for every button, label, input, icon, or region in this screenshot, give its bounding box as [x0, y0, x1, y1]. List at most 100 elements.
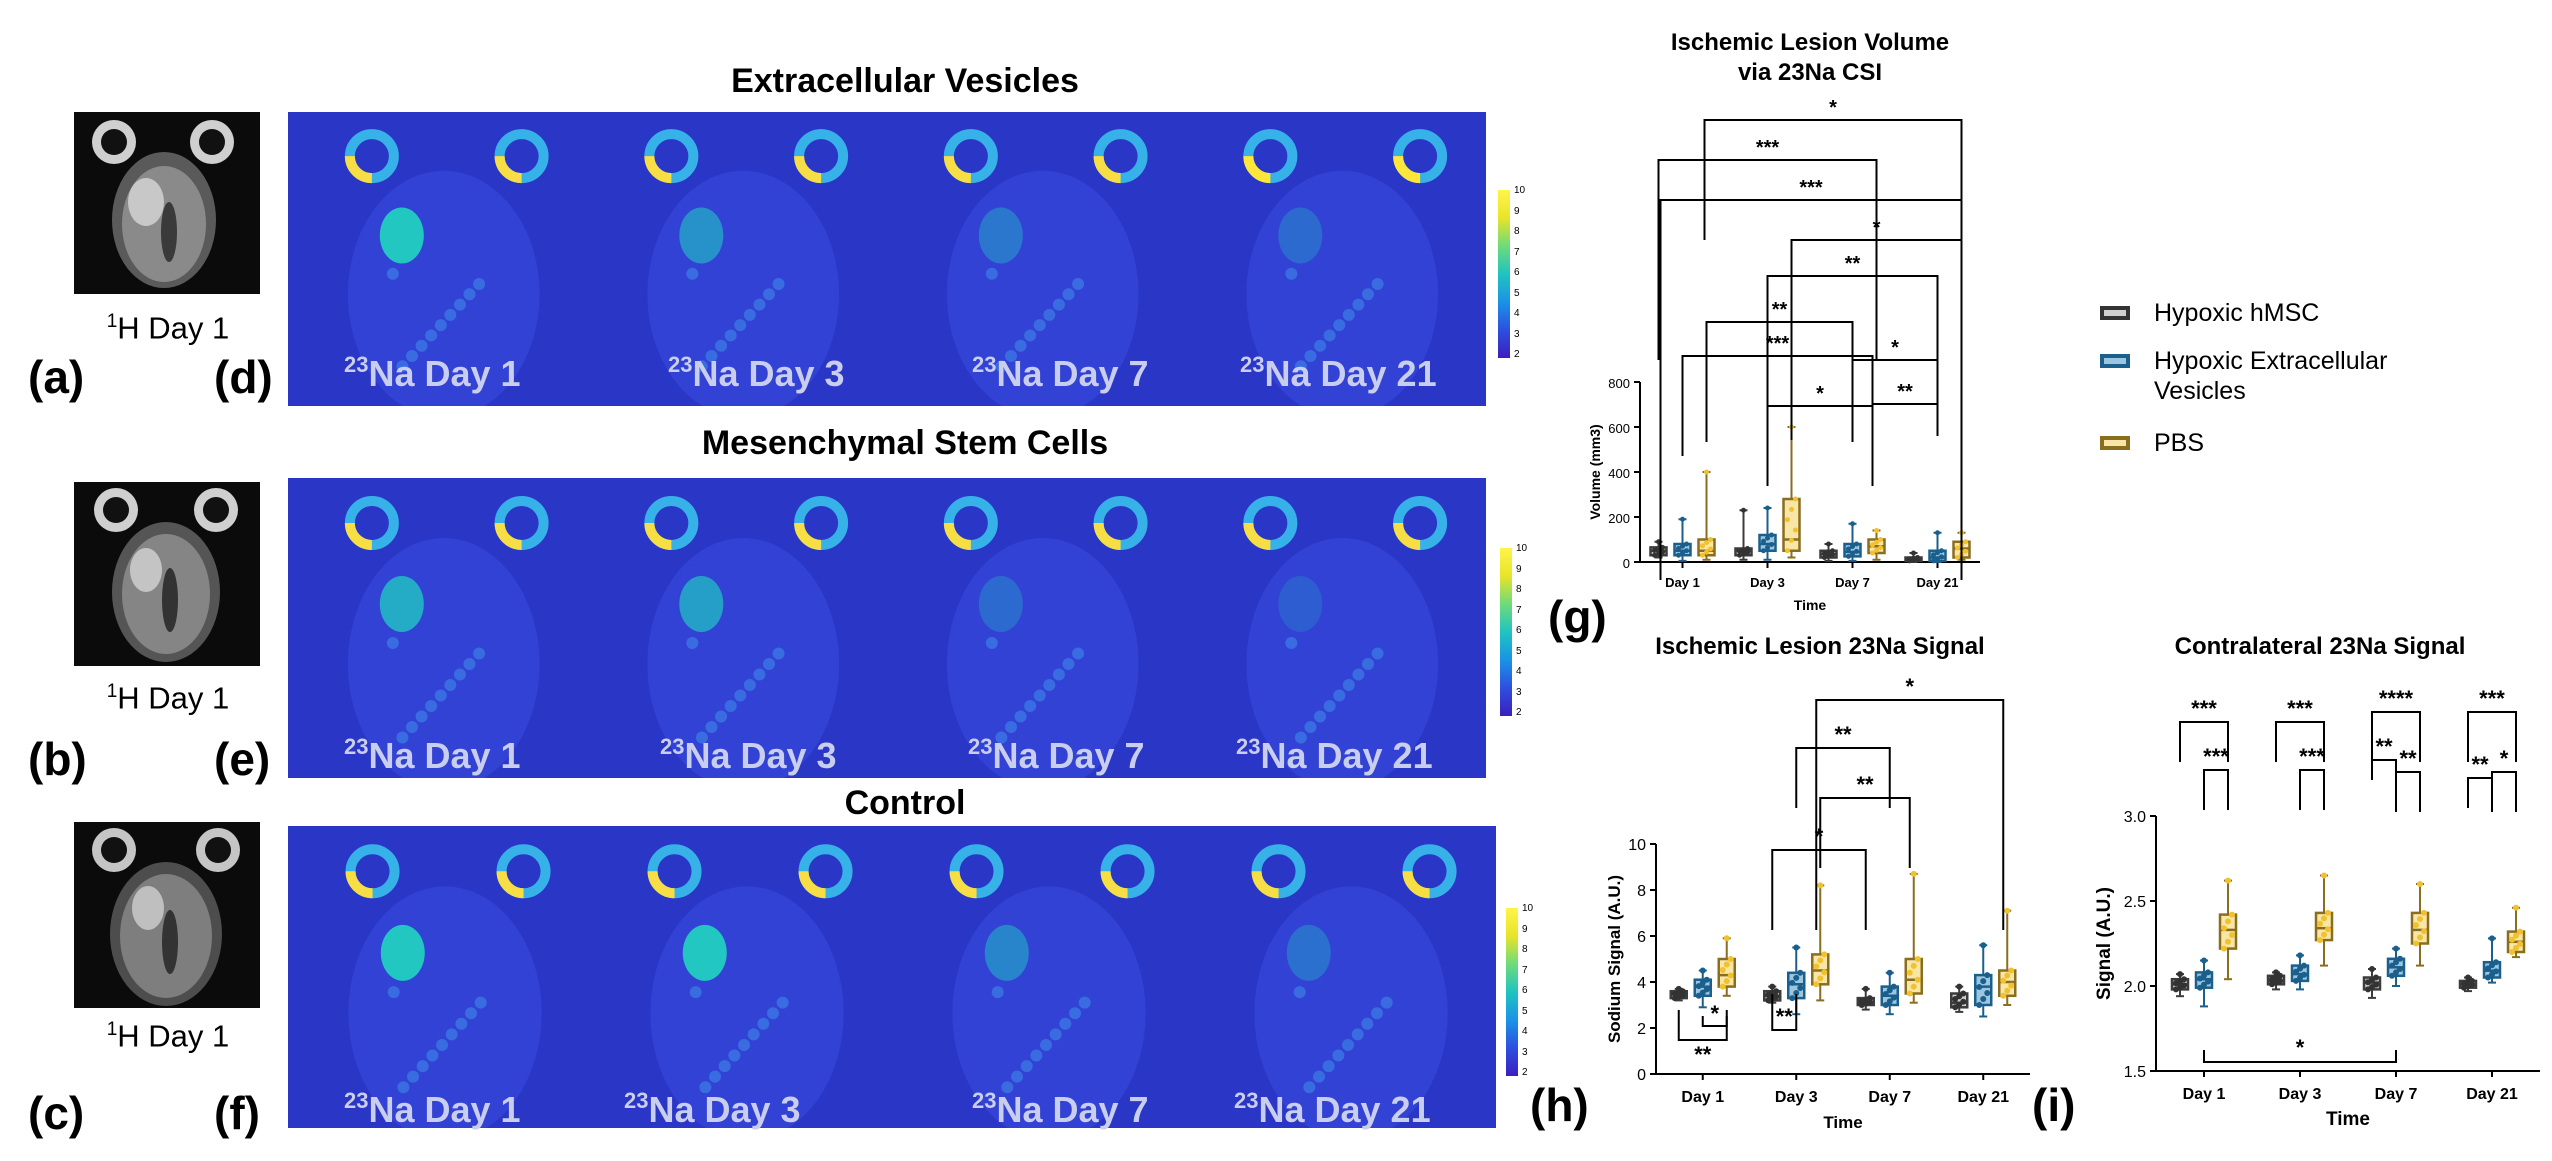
significance-label: *** — [1799, 177, 1823, 199]
significance-bracket — [1815, 699, 2005, 930]
y-tick-label: 0 — [1637, 1067, 1646, 1084]
chart-contralateral-sodium: Contralateral 23Na Signal 1.5 2.0 2.5 3.0 Day… — [2094, 633, 2540, 1130]
significance-label: * — [1905, 674, 1914, 699]
legend-swatch-hmsc — [2100, 306, 2130, 320]
x-tick-label: Day 3 — [1775, 1089, 1818, 1106]
y-tick-label: 4 — [1637, 975, 1646, 992]
colorbar-tick: 3 — [1514, 328, 1520, 340]
na-label-row2-0: 23Na Day 1 — [344, 1088, 521, 1130]
panel-letter-e: (e) — [214, 733, 271, 785]
colorbar-tick: 10 — [1514, 185, 1526, 196]
box-1 — [2290, 952, 2310, 991]
box-0 — [1669, 985, 1688, 1002]
panel-letter-a: (a) — [28, 351, 85, 403]
h1-caption-a: 1H Day 1 — [106, 310, 230, 346]
significance-label: ** — [1772, 299, 1788, 321]
box-1 — [1928, 530, 1947, 564]
significance-label: *** — [2191, 696, 2217, 721]
y-tick-label: 2.0 — [2124, 979, 2146, 996]
na-label-row0-3: 23Na Day 21 — [1240, 352, 1437, 394]
box-0 — [2266, 969, 2286, 991]
box-1 — [1693, 967, 1712, 1009]
significance-bracket — [2467, 711, 2517, 762]
h1-caption-b: 1H Day 1 — [106, 680, 230, 716]
colorbar-tick: 5 — [1514, 287, 1520, 299]
box-2 — [1782, 424, 1801, 559]
y-axis-label: Volume (mm3) — [1587, 424, 1603, 519]
significance-bracket — [2371, 759, 2397, 780]
panel-letter-b: (b) — [28, 733, 87, 785]
significance-bracket — [2371, 711, 2421, 762]
box-2 — [2218, 877, 2238, 981]
panel-letter-h: (h) — [1530, 1079, 1589, 1131]
box-2 — [2506, 904, 2526, 959]
panel-letter-d: (d) — [214, 351, 273, 403]
na-label-row1-3: 23Na Day 21 — [1236, 734, 1433, 776]
colorbar-tick: 4 — [1514, 308, 1520, 319]
y-tick-label: 2.5 — [2124, 894, 2146, 911]
significance-bracket — [1819, 797, 1911, 868]
colorbar-tick: 10 — [1522, 903, 1534, 914]
significance-bracket — [2299, 769, 2325, 810]
y-tick-label: 3.0 — [2124, 809, 2146, 826]
h1-mri-image-c — [74, 822, 260, 1008]
significance-bracket — [2491, 771, 2517, 812]
significance-label: **** — [2379, 686, 2414, 711]
significance-label: * — [1710, 1001, 1719, 1026]
box-0 — [1819, 541, 1838, 562]
row-title-control: Control — [844, 784, 966, 822]
significance-label: ** — [1776, 1004, 1794, 1029]
box-1 — [1843, 521, 1862, 562]
legend-label-pbs: PBS — [2154, 429, 2205, 457]
significance-label: * — [2296, 1035, 2305, 1060]
significance-bracket — [1851, 359, 1939, 420]
significance-bracket — [2179, 721, 2229, 762]
significance-label: *** — [2479, 686, 2505, 711]
chart-title: Ischemic Lesion 23Na Signal — [1655, 633, 1984, 660]
y-tick-label: 600 — [1608, 421, 1630, 436]
x-tick-label: Day 1 — [1681, 1089, 1724, 1106]
row-title-msc: Mesenchymal Stem Cells — [701, 424, 1109, 462]
legend-label-ev: Hypoxic Extracellular Vesicles — [2154, 347, 2388, 405]
colorbar-control — [1506, 908, 1518, 1076]
x-tick-label: Day 21 — [1917, 575, 1959, 590]
chart-lesion-volume: Ischemic Lesion Volume via 23Na CSI 0 200 40… — [1587, 29, 1980, 613]
box-0 — [2170, 971, 2190, 998]
box-1 — [1758, 505, 1777, 561]
box-0 — [1856, 985, 1875, 1011]
row-title-ev: Extracellular Vesicles — [731, 62, 1079, 100]
na-label-row1-2: 23Na Day 7 — [968, 734, 1145, 776]
box-2 — [1811, 882, 1830, 1002]
colorbar-tick: 5 — [1522, 1005, 1528, 1017]
significance-label: * — [1873, 217, 1881, 239]
y-tick-label: 10 — [1628, 837, 1646, 854]
x-tick-label: Day 3 — [1750, 575, 1785, 590]
na-label-row0-2: 23Na Day 7 — [972, 352, 1149, 394]
significance-bracket — [2467, 777, 2493, 808]
legend-label-hmsc: Hypoxic hMSC — [2154, 299, 2320, 327]
significance-label: * — [1829, 97, 1837, 119]
legend-swatch-pbs — [2100, 436, 2130, 450]
x-tick-label: Day 21 — [2466, 1086, 2518, 1103]
significance-label: * — [1816, 383, 1824, 405]
box-0 — [1950, 983, 1969, 1013]
panel-letter-f: (f) — [214, 1087, 260, 1139]
significance-label: ** — [1897, 381, 1913, 403]
colorbar-tick: 7 — [1522, 964, 1528, 976]
h1-mri-image-b — [74, 482, 260, 666]
box-1 — [2482, 935, 2502, 984]
panel-letter-c: (c) — [28, 1087, 85, 1139]
y-tick-label: 800 — [1608, 376, 1630, 391]
legend-item-hmsc: Hypoxic hMSC — [2100, 298, 2319, 328]
y-tick-label: 8 — [1637, 883, 1646, 900]
box-1 — [2386, 945, 2406, 987]
x-axis-label: Time — [2326, 1109, 2370, 1130]
y-tick-label: 6 — [1637, 929, 1646, 946]
y-axis-label: Signal (A.U.) — [2094, 887, 2115, 1000]
chart-title: Contralateral 23Na Signal — [2175, 633, 2466, 660]
na-image-strip-ev — [288, 112, 1486, 406]
significance-bracket — [2203, 1050, 2397, 1063]
colorbar-tick: 4 — [1516, 666, 1522, 677]
significance-bracket — [1657, 159, 1878, 360]
x-tick-label: Day 1 — [1665, 575, 1700, 590]
